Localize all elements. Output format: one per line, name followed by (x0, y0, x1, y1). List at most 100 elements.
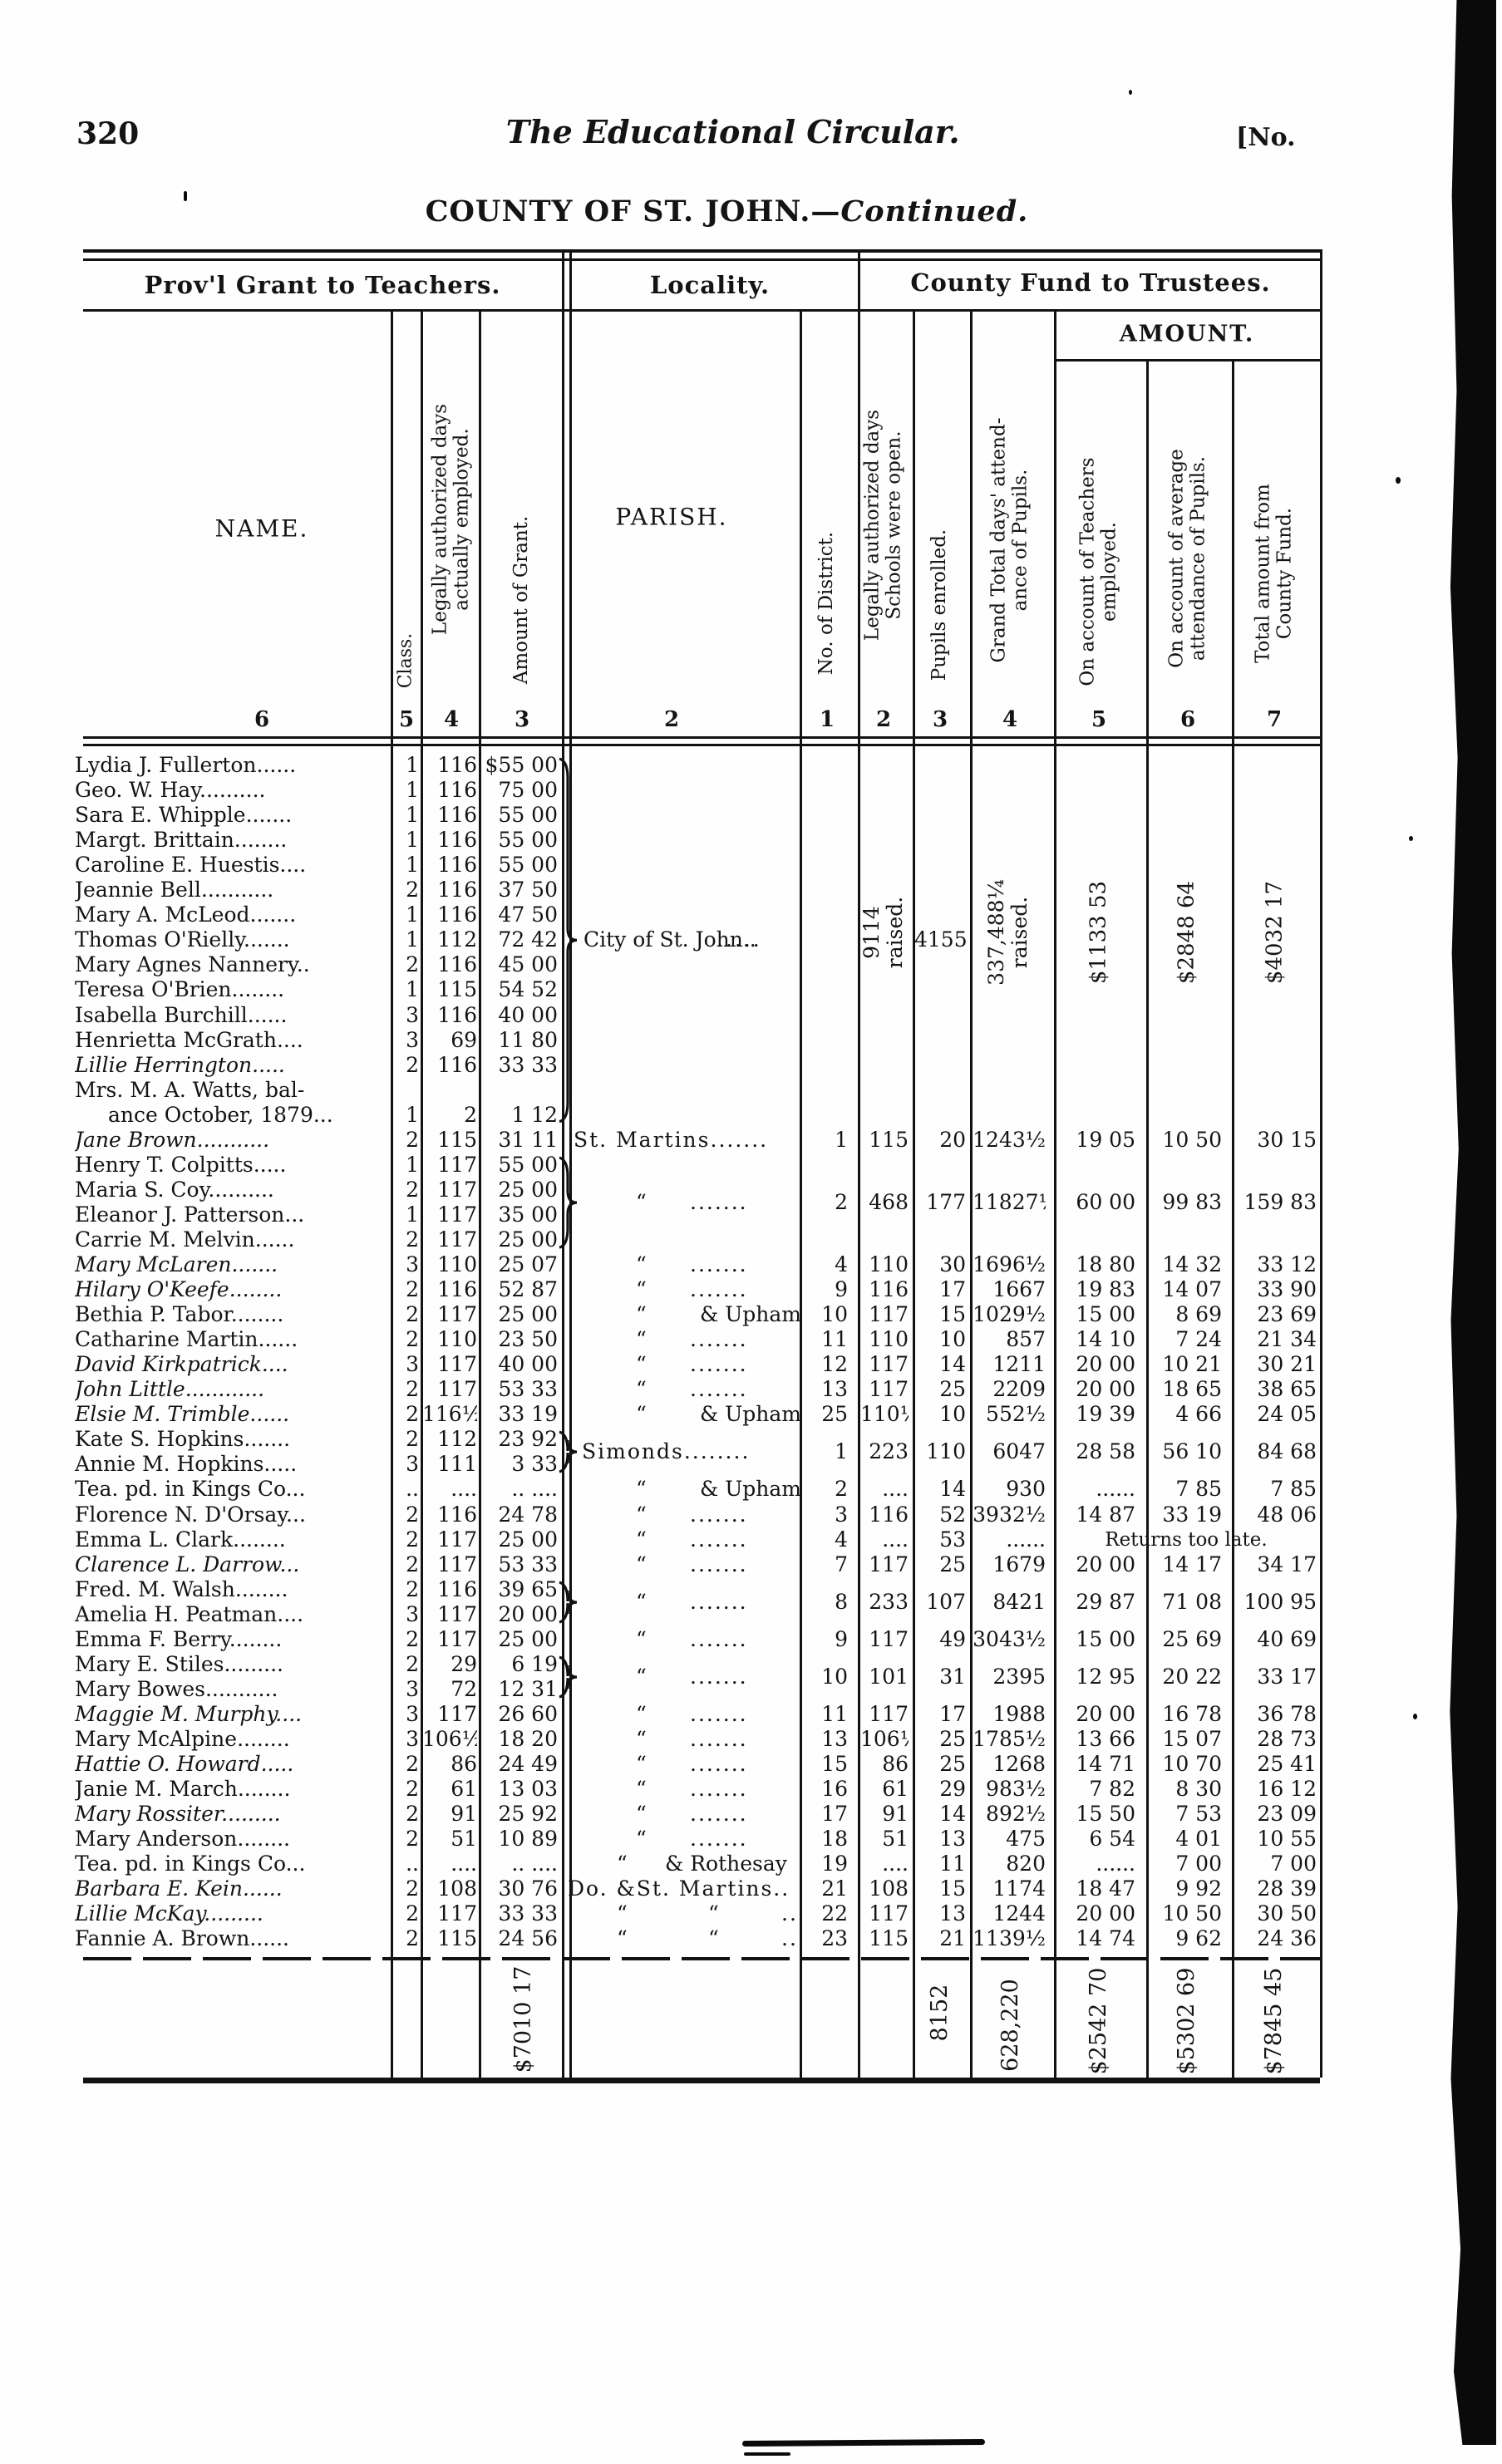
locality-attendance-amount: 10 50 (1162, 1127, 1222, 1152)
total-grant: $7010 17 (510, 1965, 536, 2073)
locality-attendance-amount: 10 70 (1162, 1752, 1222, 1776)
teacher-days-employed: 29 (451, 1651, 477, 1676)
teacher-class: 2 (406, 1926, 419, 1951)
locality-district: 13 (821, 1726, 848, 1751)
teacher-class: 2 (406, 1302, 419, 1327)
locality-district: 18 (821, 1827, 848, 1852)
parish-label: “ (636, 1626, 647, 1651)
amount-group-header: AMOUNT. (1119, 321, 1255, 347)
teacher-days-employed: 2 (464, 1102, 477, 1127)
teacher-days-employed: 115 (437, 977, 477, 1002)
page-title: COUNTY OF ST. JOHN.—Continued. (426, 194, 1029, 229)
parish-label: “ (708, 1926, 719, 1951)
locality-district: 23 (821, 1926, 848, 1951)
teacher-grant: 23 50 (498, 1327, 558, 1352)
locality-grand-total: 2209 (992, 1377, 1046, 1402)
teacher-class: 3 (406, 1726, 419, 1751)
teacher-grant: 30 76 (498, 1876, 558, 1901)
locality-county-fund-total: 7 85 (1270, 1477, 1317, 1502)
teacher-days-employed: 116½ (422, 1402, 477, 1427)
locality-grand-total: 3932½ (973, 1502, 1046, 1527)
column-label-grand_total: Grand Total days' attend- ance of Pupils… (987, 417, 1031, 663)
teacher-class: 2 (406, 1227, 419, 1252)
page-title-main: COUNTY OF ST. JOHN.— (425, 194, 841, 229)
locality-pupils: 14 (939, 1477, 966, 1502)
teacher-class: 3 (406, 1352, 419, 1377)
locality-pupils: 29 (939, 1777, 966, 1802)
locality-pupils: 25 (939, 1752, 966, 1776)
teacher-grant: 3 33 (511, 1452, 558, 1477)
locality-district: 3 (835, 1502, 848, 1527)
scan-smudge-dash (744, 2452, 790, 2456)
row-group-brace (559, 1655, 578, 1699)
locality-district: 2 (835, 1189, 848, 1214)
teacher-grant: 26 60 (498, 1701, 558, 1726)
locality-attendance-amount: 99 83 (1162, 1189, 1222, 1214)
parish-label: “ (636, 1377, 647, 1402)
column-label-grant: Amount of Grant. (510, 515, 533, 685)
teacher-days-employed: 117 (437, 1901, 477, 1926)
column-label-district: No. of District. (815, 531, 838, 676)
locality-teachers-amount: 20 00 (1076, 1552, 1135, 1576)
locality-pupils: 15 (939, 1876, 966, 1901)
teacher-grant: 53 33 (498, 1377, 558, 1402)
teacher-class: 3 (406, 1676, 419, 1701)
teacher-days-employed: 116 (437, 828, 477, 853)
locality-days-open: 110 (869, 1252, 909, 1276)
locality-pupils: 25 (939, 1726, 966, 1751)
teacher-name: Emma F. Berry........ (75, 1626, 283, 1651)
locality-teachers-amount: 13 66 (1076, 1726, 1135, 1751)
teacher-days-employed: .... (451, 1477, 477, 1502)
parish-label: “ (636, 1802, 647, 1827)
city-pupils: 4155 (914, 927, 966, 952)
teacher-days-employed: 117 (437, 1202, 477, 1227)
parish-label: “ (617, 1852, 628, 1876)
column-label-parish: PARISH. (615, 503, 728, 531)
teacher-class: 1 (406, 1102, 419, 1127)
parish-label: ....... (690, 1589, 748, 1614)
locality-attendance-amount: 56 10 (1162, 1439, 1222, 1464)
parish-label: ....... (690, 1277, 748, 1302)
teacher-name: Hilary O'Keefe........ (75, 1277, 283, 1302)
locality-attendance-amount: 18 65 (1162, 1377, 1222, 1402)
locality-teachers-amount: 14 71 (1076, 1752, 1135, 1776)
table-top-rule-outer (83, 249, 1320, 253)
journal-title: The Educational Circular. (505, 113, 960, 150)
teacher-class: 2 (406, 1876, 419, 1901)
locality-district: 15 (821, 1752, 848, 1776)
locality-teachers-amount: 29 87 (1076, 1589, 1135, 1614)
teacher-grant: 33 33 (498, 1052, 558, 1077)
city-county-fund-total: $4032 17 (1262, 880, 1288, 985)
locality-grand-total: 475 (1006, 1827, 1046, 1852)
teacher-class: 2 (406, 1827, 419, 1852)
row-group-brace (559, 1156, 578, 1249)
locality-attendance-amount: 25 69 (1162, 1626, 1222, 1651)
parish-label: ....... (690, 1352, 748, 1377)
teacher-grant: 6 19 (511, 1651, 558, 1676)
locality-grand-total: ...... (1006, 1527, 1046, 1552)
teacher-grant: 37 50 (498, 878, 558, 902)
locality-district: 1 (835, 1127, 848, 1152)
teacher-days-employed: 112 (437, 927, 477, 952)
teacher-grant: 23 92 (498, 1427, 558, 1452)
teacher-class: 2 (406, 1752, 419, 1776)
locality-county-fund-total: 25 41 (1257, 1752, 1317, 1776)
teacher-name: Lillie McKay......... (75, 1901, 263, 1926)
scan-speck (1409, 836, 1413, 841)
scan-speck (1396, 477, 1401, 484)
locality-days-open: 117 (869, 1377, 909, 1402)
locality-attendance-amount: 4 66 (1175, 1402, 1222, 1427)
teacher-class: 2 (406, 1576, 419, 1601)
city-attendance-amount: $2848 64 (1174, 880, 1199, 985)
column-number-class: 5 (398, 707, 415, 732)
city-teachers-amount: $1133 53 (1086, 880, 1111, 985)
teacher-grant: 20 00 (498, 1601, 558, 1626)
locality-county-fund-total: 28 39 (1257, 1876, 1317, 1901)
parish-label: ....... (690, 1502, 748, 1527)
issue-mark: [No. (1236, 123, 1296, 152)
column-label-county_fund_total: Total amount from County Fund. (1252, 484, 1295, 663)
teacher-class: 2 (406, 1901, 419, 1926)
teacher-name: Henry T. Colpitts..... (75, 1152, 287, 1177)
teacher-class: 2 (406, 1327, 419, 1352)
teacher-days-employed: 117 (437, 1302, 477, 1327)
